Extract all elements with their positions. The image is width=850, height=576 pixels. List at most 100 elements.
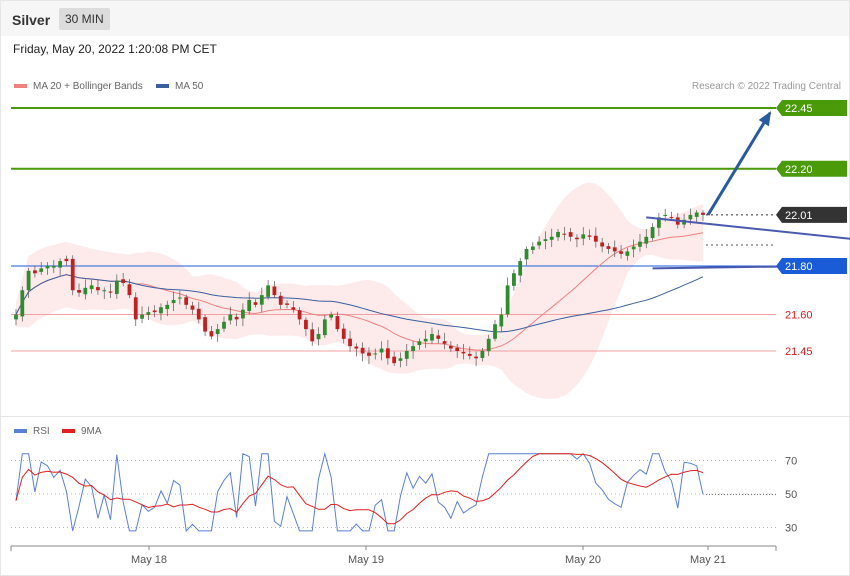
legend-label-9ma: 9MA [81,426,102,437]
candle-body [631,246,636,250]
candle-body [278,295,283,305]
candle-body [625,251,630,256]
legend-swatch-9ma [62,429,75,434]
candle-body [619,251,623,254]
chart-datetime: Friday, May 20, 2022 1:20:08 PM CET [13,42,217,56]
candle-body [360,347,365,354]
candle-body [133,297,138,320]
candle-body [650,227,655,239]
projection-arrow-head [758,111,772,127]
candle-body [266,285,271,297]
legend-label-rsi: RSI [33,426,50,437]
candle-body [404,351,409,359]
candle-body [322,319,327,336]
level-tag-22.20 [776,160,847,177]
candle-body [247,299,252,312]
level-label-21.45: 21.45 [785,346,813,358]
rsi-level-label-70: 70 [785,456,797,468]
legend-swatch-rsi [14,429,27,434]
candle-body [556,231,560,238]
level-label-22.01: 22.01 [785,210,813,222]
candle-body [417,341,422,346]
candle-body [354,346,359,349]
candle-body [171,299,176,304]
candle-body [549,236,554,240]
candle-body [177,297,182,299]
candle-body [152,310,157,313]
legend-ma50: MA 50 [156,81,203,92]
candle-body [505,285,510,315]
candle-body [184,297,189,305]
candle-body [39,268,44,272]
level-label-21.60: 21.60 [785,310,813,322]
candle-body [688,214,693,220]
candle-body [253,302,258,305]
level-label-21.80: 21.80 [785,261,813,273]
legend-swatch-ma20 [14,84,27,89]
bollinger-band [16,182,703,399]
legend-label-ma50: MA 50 [175,81,204,92]
candle-body [436,335,441,339]
candle-body [518,261,523,276]
candle-body [190,305,195,310]
legend-ma20: MA 20 + Bollinger Bands [14,81,143,92]
candle-body [102,290,107,292]
candle-body [58,261,63,268]
candle-body [70,258,75,291]
candle-body [600,242,605,247]
candle-body [644,236,649,244]
candle-body [638,241,642,247]
candle-body [367,352,371,356]
candle-body [512,273,516,286]
candle-body [423,338,428,342]
x-tick-label: May 21 [690,554,726,566]
level-label-22.45: 22.45 [785,103,813,115]
candle-body [499,314,504,327]
candle-body [701,212,705,215]
candle-body [486,338,491,352]
level-label-22.20: 22.20 [785,164,813,176]
candle-body [20,290,25,317]
candle-body [108,291,113,293]
candle-body [593,235,598,242]
ma50-line [15,274,704,333]
candle-body [241,309,245,319]
candle-body [568,232,573,237]
instrument-title: Silver [12,12,51,28]
candle-body [480,351,485,358]
candle-body [285,303,289,305]
candle-body [96,287,100,291]
candle-body [398,358,403,361]
trend-line-1 [646,216,850,240]
candle-body [114,280,119,294]
candle-body [448,345,453,349]
rsi-level-label-50: 50 [785,489,797,501]
candle-body [543,239,548,242]
candle-body [33,270,37,274]
candle-body [455,347,460,351]
copyright-text: Research © 2022 Trading Central [691,81,841,92]
candle-body [467,353,472,356]
candle-body [146,312,151,315]
candle-body [348,338,352,347]
x-tick-label: May 20 [565,554,601,566]
candle-body [310,329,315,342]
timeframe-badge[interactable]: 30 MIN [59,8,110,30]
candle-body [694,212,699,217]
rsi-line [15,451,704,532]
candle-body [272,286,277,296]
x-tick-label: May 19 [348,554,384,566]
candle-body [45,265,50,269]
candle-body [656,217,661,228]
candle-body [474,356,478,359]
candle-body [442,341,447,344]
candle-body [612,247,617,252]
legend-9ma: 9MA [62,426,102,437]
candle-body [335,316,340,330]
candle-body [461,351,466,354]
candle-body [83,287,88,295]
candle-body [234,316,239,320]
candle-body [373,353,378,355]
candle-body [493,324,497,339]
